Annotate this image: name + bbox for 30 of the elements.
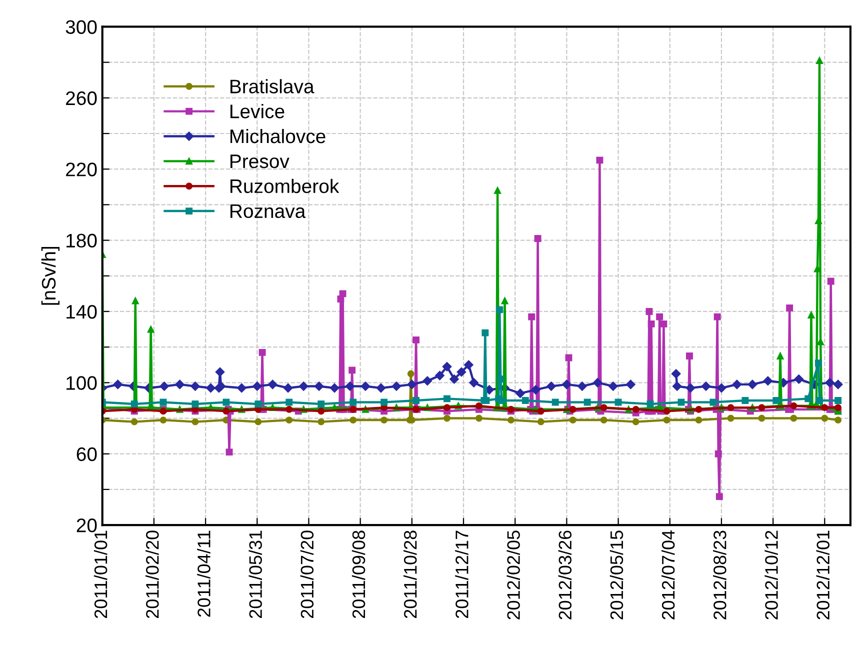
- legend-label: Roznava: [230, 204, 306, 218]
- x-tick-label: 2011/09/08: [352, 530, 366, 618]
- y-tick-label: 300: [66, 20, 97, 34]
- x-tick-label: 2012/05/15: [610, 530, 624, 620]
- x-tick-label: 2012/03/26: [558, 530, 572, 620]
- x-tick-label: 2011/02/20: [146, 530, 159, 618]
- legend-label: Presov: [230, 154, 290, 168]
- x-tick-label: 2011/10/28: [403, 530, 417, 618]
- legend-label: Michalovce: [230, 128, 326, 144]
- legend-label: Ruzomberok: [230, 178, 340, 194]
- x-tick-label: 2012/07/04: [661, 530, 675, 620]
- x-tick-label: 2011/04/11: [197, 530, 210, 617]
- y-tick-label: 260: [66, 91, 97, 106]
- y-tick-label: 60: [76, 447, 97, 462]
- y-tick-label: 140: [66, 304, 97, 319]
- x-tick-label: 2011/01/01: [94, 530, 108, 618]
- y-tick-label: 100: [66, 376, 97, 390]
- y-tick-label: 220: [66, 162, 97, 176]
- legend-label: Levice: [230, 104, 284, 118]
- x-tick-label: 2011/05/31: [248, 530, 262, 618]
- legend-label: Bratislava: [230, 79, 314, 94]
- x-tick-label: 2012/12/01: [816, 530, 830, 620]
- x-tick-label: 2012/02/05: [506, 530, 520, 620]
- y-axis-title: [nSv/h]: [41, 247, 60, 305]
- x-tick-label: 2011/07/20: [300, 530, 314, 618]
- x-tick-label: 2012/08/23: [713, 530, 726, 620]
- x-tick-label: 2011/12/17: [455, 530, 468, 618]
- x-tick-label: 2012/10/12: [764, 530, 778, 620]
- y-tick-label: 180: [66, 234, 97, 248]
- y-tick-label: 20: [76, 518, 97, 532]
